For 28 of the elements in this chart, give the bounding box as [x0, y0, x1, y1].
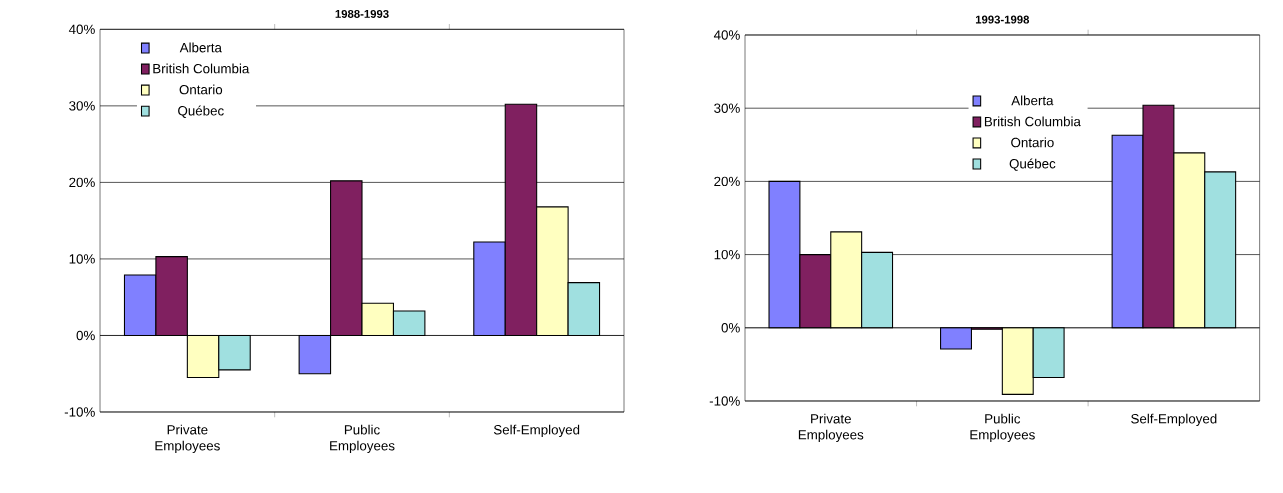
legend-label: Ontario [1011, 137, 1054, 148]
legend-label: Québec [1009, 158, 1056, 171]
y-tick-label: 10% [69, 254, 95, 264]
y-tick-label: -10% [709, 396, 740, 406]
y-tick-label: 30% [714, 103, 740, 113]
legend-label: British Columbia [153, 63, 250, 74]
x-tick-label: Public Employees [970, 413, 1035, 443]
y-tick-label: 40% [713, 30, 740, 40]
x-tick-label: Private Employees [155, 424, 220, 454]
legend-label: Alberta [1011, 95, 1054, 106]
y-tick-label: -10% [64, 407, 95, 417]
legend-label: Québec [178, 105, 224, 118]
y-tick-label: 20% [69, 177, 95, 188]
y-tick-label: 10% [714, 249, 740, 260]
y-tick-label: 30% [69, 101, 95, 111]
y-tick-label: 20% [714, 176, 740, 187]
x-tick-label: Self-Employed [493, 424, 580, 438]
legend-label: Alberta [179, 42, 222, 53]
y-tick-label: 40% [68, 24, 95, 35]
x-tick-label: Public Employees [330, 424, 395, 454]
y-tick-label: 0% [721, 323, 740, 333]
chart-title: 1993-1998 [975, 15, 1030, 24]
legend-label: Ontario [179, 84, 223, 95]
chart-title: 1988-1993 [335, 9, 389, 18]
y-tick-label: 0% [76, 330, 95, 341]
x-tick-label: Self-Employed [1131, 413, 1217, 427]
x-tick-label: Private Employees [798, 413, 864, 443]
legend-label: British Columbia [984, 116, 1081, 127]
